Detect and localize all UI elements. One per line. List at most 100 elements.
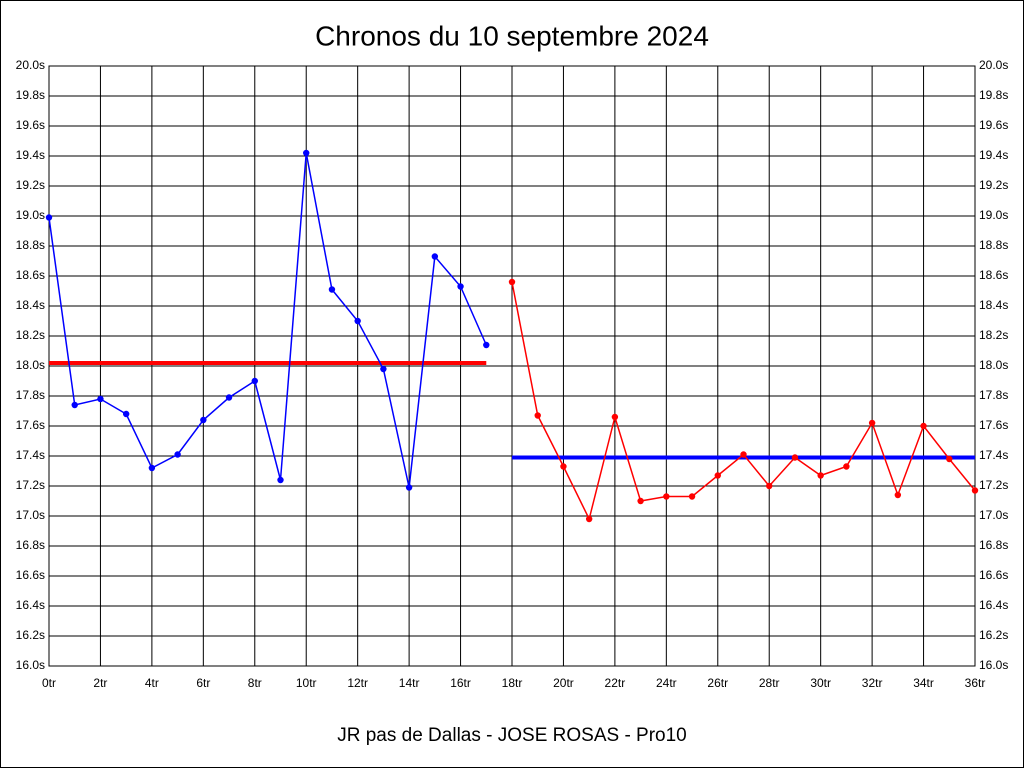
data-point [354, 317, 361, 325]
data-point [45, 214, 53, 221]
data-point [611, 413, 619, 421]
data-point [380, 365, 387, 373]
data-point [405, 484, 413, 491]
y2-tick-label: 19.8s [979, 88, 1008, 102]
data-point [483, 341, 490, 349]
y2-tick-label: 16.2s [979, 628, 1008, 642]
y-tick-label: 18.0s [16, 358, 45, 372]
data-point [534, 412, 541, 419]
y-tick-label: 16.4s [16, 598, 45, 612]
y2-tick-label: 19.2s [979, 178, 1008, 192]
y2-tick-label: 16.6s [979, 568, 1008, 582]
y2-tick-label: 18.0s [979, 358, 1008, 372]
y-tick-label: 16.2s [16, 628, 45, 642]
data-point [277, 476, 284, 484]
x-tick-label: 34tr [913, 676, 934, 690]
data-point [894, 491, 902, 499]
x-tick-label: 18tr [502, 676, 523, 690]
y-tick-label: 17.6s [16, 418, 45, 432]
chart-title: Chronos du 10 septembre 2024 [315, 20, 709, 51]
y-tick-label: 20.0s [16, 58, 45, 72]
y-tick-label: 19.8s [16, 88, 45, 102]
y2-tick-label: 18.8s [979, 238, 1008, 252]
y2-tick-label: 17.4s [979, 448, 1008, 462]
series-line [48, 152, 487, 488]
y2-tick-label: 18.4s [979, 298, 1008, 312]
data-point [457, 283, 464, 290]
x-tick-label: 16tr [450, 676, 471, 690]
data-point [303, 149, 310, 157]
y2-tick-label: 16.4s [979, 598, 1008, 612]
y-tick-label: 18.2s [16, 328, 45, 342]
y2-tick-label: 17.6s [979, 418, 1008, 432]
data-point [714, 472, 721, 479]
y-tick-label: 19.0s [16, 208, 45, 222]
y-tick-label: 17.0s [16, 508, 45, 522]
data-point [585, 515, 593, 523]
data-point [843, 463, 850, 470]
y2-tick-label: 19.0s [979, 208, 1008, 222]
y-tick-label: 19.4s [16, 148, 45, 162]
y2-tick-label: 17.8s [979, 388, 1008, 402]
data-point [431, 253, 439, 260]
y-tick-label: 19.2s [16, 178, 45, 192]
data-point [791, 454, 799, 461]
plot-frame [48, 65, 976, 667]
series-line [511, 281, 976, 522]
y2-tick-label: 19.6s [979, 118, 1008, 132]
data-point [663, 493, 670, 500]
x-axis-label: JR pas de Dallas - JOSE ROSAS - Pro10 [337, 725, 687, 746]
x-tick-label: 24tr [656, 676, 677, 690]
data-point [740, 451, 747, 458]
x-tick-label: 30tr [810, 676, 831, 690]
data-point [817, 472, 824, 479]
y-tick-label: 17.8s [16, 388, 45, 402]
data-point [174, 451, 181, 458]
x-tick-label: 22tr [605, 676, 626, 690]
data-point [200, 416, 207, 424]
x-tick-label: 32tr [862, 676, 883, 690]
data-point [97, 395, 104, 403]
data-point [148, 464, 156, 472]
data-point [71, 401, 78, 409]
data-point [971, 487, 979, 494]
x-tick-label: 0tr [42, 676, 56, 690]
x-tick-label: 4tr [145, 676, 159, 690]
data-point [920, 422, 927, 430]
x-tick-label: 36tr [965, 676, 986, 690]
y2-tick-label: 16.8s [979, 538, 1008, 552]
y2-tick-label: 18.6s [979, 268, 1008, 282]
x-tick-label: 6tr [196, 676, 210, 690]
y-tick-label: 18.4s [16, 298, 45, 312]
y-tick-label: 17.2s [16, 478, 45, 492]
y-tick-label: 19.6s [16, 118, 45, 132]
y-tick-label: 18.6s [16, 268, 45, 282]
data-point [946, 455, 953, 463]
data-point [328, 286, 336, 293]
y2-tick-label: 17.2s [979, 478, 1008, 492]
data-point [508, 278, 516, 286]
data-point [766, 482, 773, 490]
x-tick-label: 8tr [248, 676, 262, 690]
data-point [560, 463, 567, 470]
y-tick-label: 18.8s [16, 238, 45, 252]
x-tick-label: 10tr [296, 676, 317, 690]
y2-tick-label: 16.0s [979, 658, 1008, 672]
y2-tick-label: 18.2s [979, 328, 1008, 342]
data-point [251, 377, 258, 385]
x-tick-label: 14tr [399, 676, 420, 690]
y-tick-label: 17.4s [16, 448, 45, 462]
x-tick-label: 26tr [707, 676, 728, 690]
y2-tick-label: 20.0s [979, 58, 1008, 72]
y-tick-label: 16.0s [16, 658, 45, 672]
x-tick-label: 2tr [93, 676, 107, 690]
x-tick-label: 20tr [553, 676, 574, 690]
y2-tick-label: 19.4s [979, 148, 1008, 162]
data-point [225, 394, 233, 401]
y2-tick-label: 17.0s [979, 508, 1008, 522]
data-point [122, 410, 130, 418]
data-point [637, 497, 644, 505]
x-tick-label: 12tr [347, 676, 368, 690]
data-point [868, 419, 876, 427]
